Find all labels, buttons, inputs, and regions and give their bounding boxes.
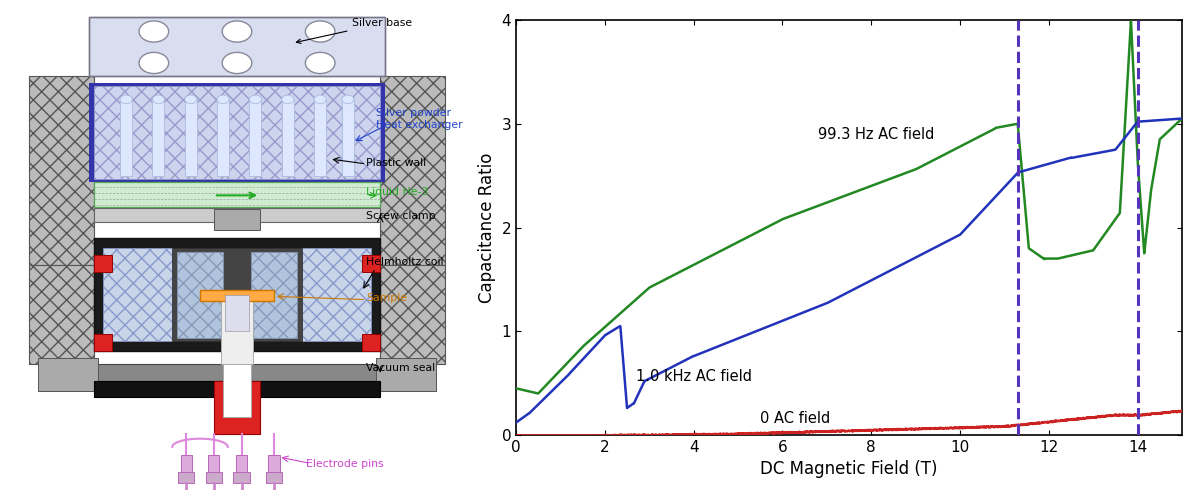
Bar: [94, 381, 380, 398]
Bar: [214, 381, 260, 434]
Bar: [178, 472, 194, 484]
Bar: [29, 76, 94, 265]
Bar: [221, 292, 253, 364]
Bar: [314, 100, 326, 176]
Bar: [233, 472, 250, 484]
Circle shape: [120, 95, 132, 104]
Circle shape: [152, 95, 164, 104]
Bar: [94, 238, 380, 351]
Text: Plastic wall: Plastic wall: [366, 158, 426, 168]
Circle shape: [139, 21, 169, 42]
Bar: [226, 294, 248, 331]
Bar: [181, 455, 192, 475]
Circle shape: [217, 95, 229, 104]
Bar: [251, 252, 298, 338]
Bar: [301, 248, 371, 341]
Bar: [176, 252, 223, 338]
Bar: [29, 265, 94, 364]
Circle shape: [305, 52, 335, 74]
Bar: [205, 472, 222, 484]
Text: Screw clamp: Screw clamp: [366, 210, 436, 220]
Circle shape: [250, 95, 262, 104]
Circle shape: [222, 52, 252, 74]
Circle shape: [305, 21, 335, 42]
Bar: [250, 100, 262, 176]
Text: 1.0 kHz AC field: 1.0 kHz AC field: [636, 369, 752, 384]
Bar: [380, 265, 445, 364]
Text: Vacuum seal: Vacuum seal: [366, 363, 436, 373]
Bar: [120, 100, 132, 176]
Text: Silver base: Silver base: [296, 18, 413, 44]
Bar: [94, 208, 380, 222]
Bar: [38, 358, 98, 390]
Text: Silver powder
Heat exchanger: Silver powder Heat exchanger: [376, 108, 462, 130]
Bar: [89, 83, 385, 182]
Bar: [361, 334, 380, 351]
Bar: [214, 208, 260, 230]
Circle shape: [282, 95, 294, 104]
Bar: [282, 100, 294, 176]
Bar: [94, 182, 380, 207]
X-axis label: DC Magnetic Field (T): DC Magnetic Field (T): [761, 460, 937, 478]
Bar: [209, 455, 220, 475]
Circle shape: [222, 21, 252, 42]
Bar: [152, 100, 164, 176]
Text: Helmholtz coil: Helmholtz coil: [366, 257, 444, 267]
Bar: [236, 455, 247, 475]
Bar: [173, 248, 301, 341]
Bar: [89, 16, 385, 76]
Bar: [94, 86, 380, 179]
Text: Sample: Sample: [366, 294, 407, 304]
Bar: [361, 255, 380, 272]
Y-axis label: Capacitance Ratio: Capacitance Ratio: [478, 152, 496, 302]
Bar: [376, 358, 436, 390]
Bar: [269, 455, 280, 475]
Bar: [223, 361, 251, 417]
Bar: [94, 364, 380, 381]
Bar: [103, 248, 173, 341]
Bar: [89, 16, 385, 76]
Bar: [94, 255, 113, 272]
Bar: [380, 76, 445, 265]
Text: 99.3 Hz AC field: 99.3 Hz AC field: [818, 128, 935, 142]
Bar: [94, 334, 113, 351]
Text: 0 AC field: 0 AC field: [761, 410, 830, 426]
Bar: [217, 100, 229, 176]
Text: Electrode pins: Electrode pins: [306, 459, 384, 469]
Circle shape: [314, 95, 326, 104]
Bar: [342, 100, 354, 176]
Circle shape: [139, 52, 169, 74]
Bar: [200, 290, 274, 302]
Text: Liquid He-3: Liquid He-3: [366, 188, 428, 198]
Circle shape: [185, 95, 197, 104]
Bar: [265, 472, 282, 484]
Circle shape: [342, 95, 354, 104]
Bar: [185, 100, 197, 176]
